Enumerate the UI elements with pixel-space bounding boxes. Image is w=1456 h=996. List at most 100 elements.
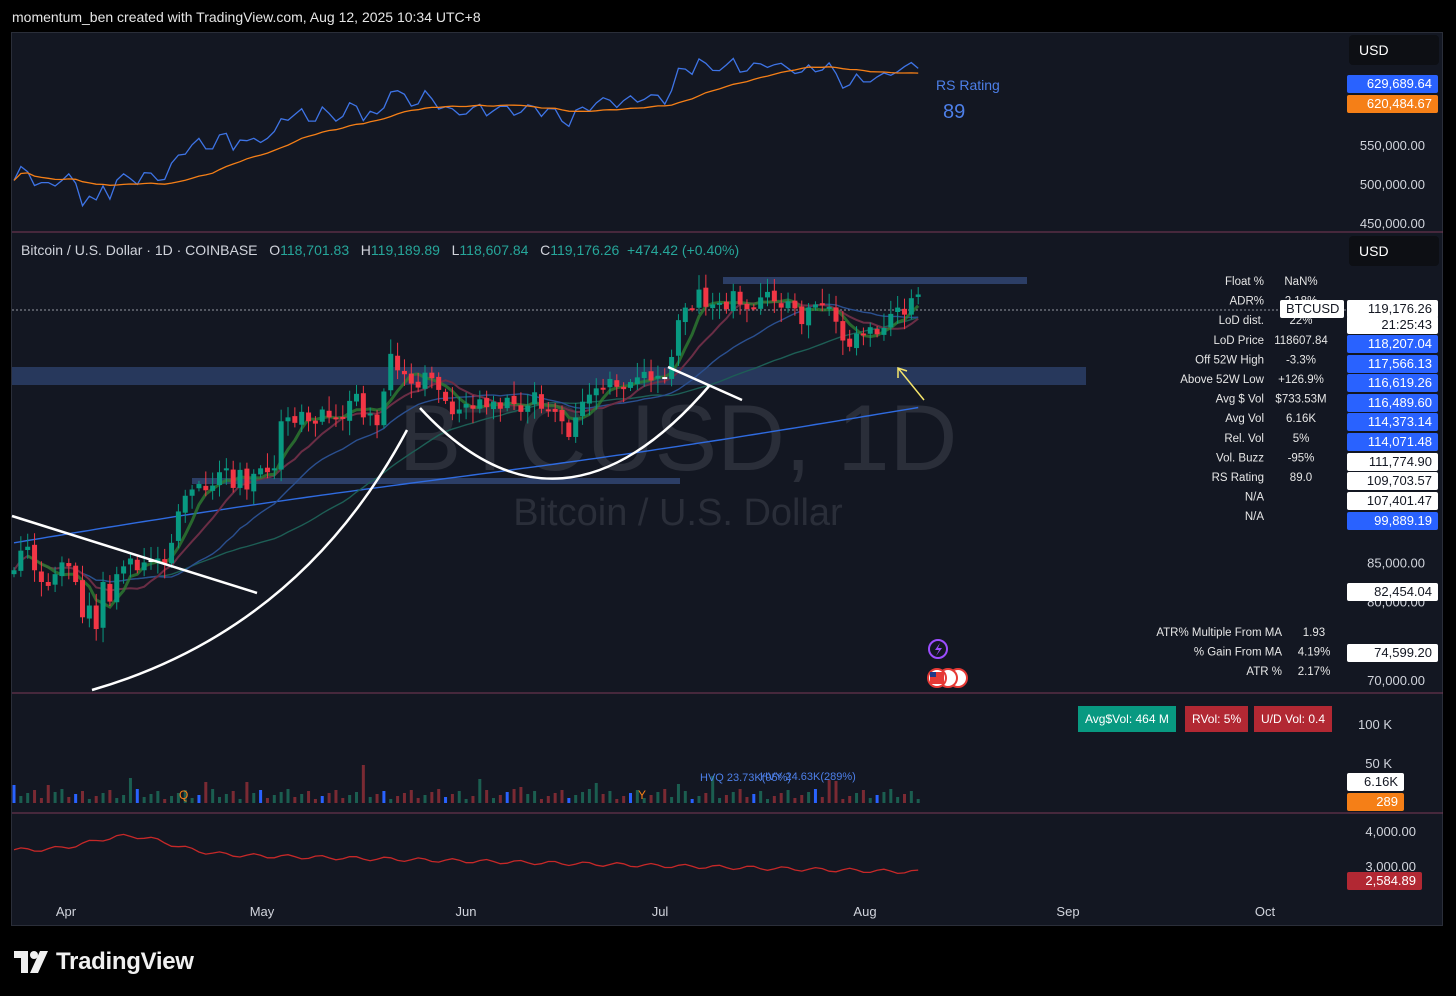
candle[interactable] <box>737 285 743 315</box>
candle[interactable] <box>401 359 407 386</box>
candle[interactable] <box>381 388 387 429</box>
candle[interactable] <box>189 484 195 509</box>
candle[interactable] <box>778 293 784 323</box>
candle[interactable] <box>682 303 688 336</box>
candle[interactable] <box>902 298 907 330</box>
candle[interactable] <box>326 396 332 424</box>
candle[interactable] <box>614 374 620 397</box>
candle[interactable] <box>703 274 709 316</box>
candle[interactable] <box>628 378 633 392</box>
handle-line[interactable] <box>667 365 743 402</box>
candle[interactable] <box>73 562 79 586</box>
candle[interactable] <box>429 366 435 389</box>
candle[interactable] <box>127 553 133 578</box>
candle[interactable] <box>593 378 599 410</box>
candle[interactable] <box>319 406 325 425</box>
candle[interactable] <box>580 388 586 425</box>
volume-bars[interactable] <box>12 765 920 803</box>
candle[interactable] <box>278 409 284 482</box>
candle[interactable] <box>785 292 791 313</box>
candle[interactable] <box>121 560 127 584</box>
candle[interactable] <box>881 313 887 341</box>
candle[interactable] <box>717 292 723 319</box>
candle[interactable] <box>388 339 394 397</box>
candle[interactable] <box>66 558 72 580</box>
candle[interactable] <box>141 547 147 577</box>
candle[interactable] <box>463 392 469 420</box>
candle[interactable] <box>436 372 442 403</box>
candle[interactable] <box>730 283 736 319</box>
symbol-legend[interactable]: Bitcoin / U.S. Dollar · 1D · COINBASE O1… <box>21 242 739 258</box>
candle[interactable] <box>11 567 17 578</box>
candle[interactable] <box>408 363 414 399</box>
candle[interactable] <box>792 293 798 316</box>
candle[interactable] <box>415 372 421 393</box>
candle[interactable] <box>696 275 702 314</box>
candle[interactable] <box>662 368 668 384</box>
candle[interactable] <box>217 460 222 497</box>
candle[interactable] <box>511 381 517 410</box>
candle[interactable] <box>340 405 346 431</box>
candle[interactable] <box>155 546 161 574</box>
candle[interactable] <box>908 289 914 320</box>
arrow-shaft[interactable] <box>897 367 925 401</box>
candle[interactable] <box>867 322 873 347</box>
candle[interactable] <box>86 592 92 628</box>
candle[interactable] <box>641 358 647 387</box>
rs-line[interactable] <box>13 57 919 208</box>
candle[interactable] <box>38 561 44 597</box>
candle[interactable] <box>223 458 229 485</box>
candle[interactable] <box>723 292 729 314</box>
candle[interactable] <box>744 299 750 323</box>
candle[interactable] <box>333 404 339 427</box>
candle[interactable] <box>895 295 901 324</box>
candle[interactable] <box>806 303 812 339</box>
candle[interactable] <box>292 407 298 428</box>
candle[interactable] <box>230 460 236 493</box>
candle[interactable] <box>114 566 120 610</box>
candle[interactable] <box>655 365 661 394</box>
candle[interactable] <box>826 293 832 316</box>
cup-curve[interactable] <box>419 384 711 480</box>
candle[interactable] <box>306 406 312 432</box>
candle[interactable] <box>689 305 695 312</box>
economic-event-flags-icon[interactable] <box>927 668 968 688</box>
arrow-head[interactable] <box>897 366 908 378</box>
candle[interactable] <box>285 407 291 436</box>
candle[interactable] <box>545 401 551 417</box>
candle[interactable] <box>634 362 640 390</box>
candle[interactable] <box>312 416 318 437</box>
candle[interactable] <box>573 402 579 443</box>
candle[interactable] <box>251 469 257 505</box>
candle[interactable] <box>244 462 250 500</box>
currency-button-price[interactable]: USD <box>1349 236 1439 266</box>
candle[interactable] <box>491 395 496 420</box>
candle[interactable] <box>888 300 894 337</box>
support-zone-mid[interactable] <box>192 478 680 484</box>
candle[interactable] <box>833 295 839 334</box>
candle[interactable] <box>299 404 305 433</box>
candle[interactable] <box>758 282 764 315</box>
candle[interactable] <box>538 385 544 414</box>
parabolic-curve[interactable] <box>91 429 409 692</box>
candle[interactable] <box>607 371 613 395</box>
candle[interactable] <box>860 327 866 346</box>
candle[interactable] <box>182 489 188 523</box>
candle[interactable] <box>25 533 31 559</box>
candle[interactable] <box>621 382 627 403</box>
candle[interactable] <box>347 390 353 436</box>
event-lightning-icon[interactable] <box>928 639 948 659</box>
candle[interactable] <box>210 472 216 500</box>
candle[interactable] <box>840 310 846 355</box>
rs-ma-line[interactable] <box>13 66 919 186</box>
candle[interactable] <box>59 556 65 587</box>
candle[interactable] <box>264 453 270 479</box>
candle[interactable] <box>477 390 483 414</box>
candle[interactable] <box>497 397 503 422</box>
candle[interactable] <box>354 385 359 407</box>
candle[interactable] <box>443 388 449 405</box>
candles[interactable] <box>11 274 921 643</box>
atr-line[interactable] <box>13 833 919 875</box>
candle[interactable] <box>93 593 99 641</box>
candle[interactable] <box>449 387 455 421</box>
